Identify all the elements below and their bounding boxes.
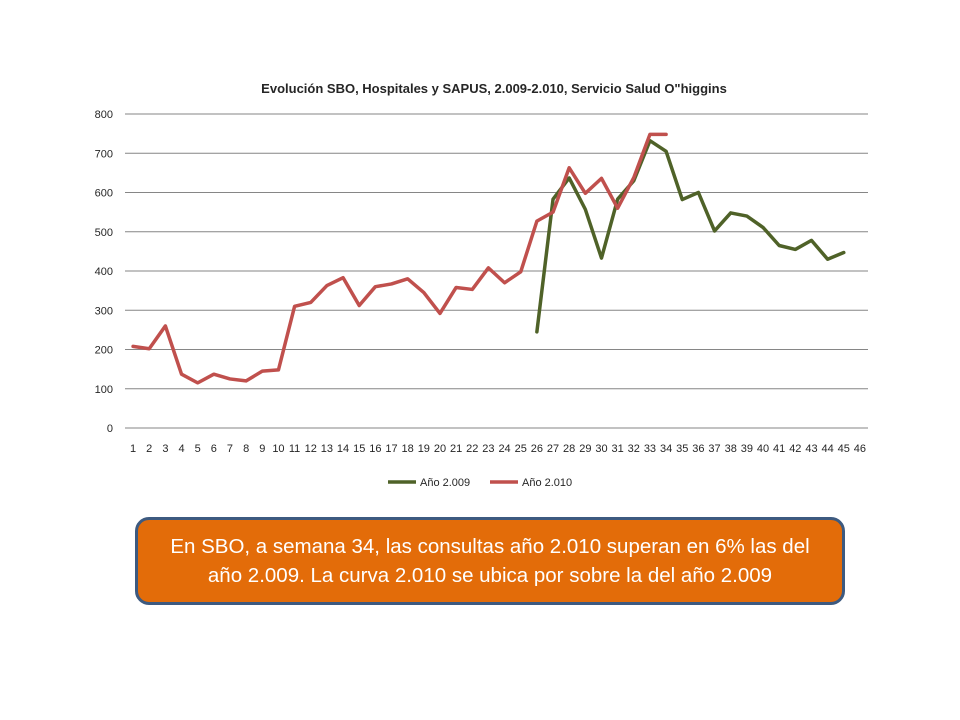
x-tick-label: 1 bbox=[130, 443, 136, 455]
x-tick-label: 42 bbox=[789, 443, 801, 455]
x-tick-label: 43 bbox=[805, 443, 817, 455]
x-tick-label: 8 bbox=[243, 443, 249, 455]
gridlines bbox=[125, 113, 868, 429]
x-tick-label: 17 bbox=[385, 443, 397, 455]
x-tick-label: 22 bbox=[466, 443, 478, 455]
legend-label: Año 2.010 bbox=[522, 477, 572, 489]
line-chart: Evolución SBO, Hospitales y SAPUS, 2.009… bbox=[95, 81, 868, 489]
x-tick-label: 24 bbox=[498, 443, 510, 455]
y-tick-label: 400 bbox=[95, 266, 113, 278]
y-tick-label: 200 bbox=[95, 345, 113, 357]
x-tick-label: 35 bbox=[676, 443, 688, 455]
chart-svg: Evolución SBO, Hospitales y SAPUS, 2.009… bbox=[95, 81, 868, 489]
y-tick-label: 300 bbox=[95, 305, 113, 317]
x-tick-label: 20 bbox=[434, 443, 446, 455]
x-tick-label: 12 bbox=[305, 443, 317, 455]
y-axis-tick-labels: 0 100 200 300 400 500 600 700 800 bbox=[95, 109, 113, 435]
x-tick-label: 23 bbox=[482, 443, 494, 455]
x-tick-label: 15 bbox=[353, 443, 365, 455]
y-tick-label: 800 bbox=[95, 109, 113, 121]
x-tick-label: 41 bbox=[773, 443, 785, 455]
x-tick-label: 13 bbox=[321, 443, 333, 455]
x-tick-label: 19 bbox=[418, 443, 430, 455]
y-tick-label: 600 bbox=[95, 188, 113, 200]
x-tick-label: 2 bbox=[146, 443, 152, 455]
x-tick-label: 25 bbox=[515, 443, 527, 455]
note-callout: En SBO, a semana 34, las consultas año 2… bbox=[135, 517, 845, 605]
x-tick-label: 44 bbox=[821, 443, 833, 455]
x-tick-label: 16 bbox=[369, 443, 381, 455]
x-tick-label: 4 bbox=[178, 443, 184, 455]
note-text: En SBO, a semana 34, las consultas año 2… bbox=[170, 532, 809, 590]
x-tick-label: 7 bbox=[227, 443, 233, 455]
y-tick-label: 700 bbox=[95, 148, 113, 160]
x-tick-label: 39 bbox=[741, 443, 753, 455]
x-tick-label: 45 bbox=[838, 443, 850, 455]
note-line-1: En SBO, a semana 34, las consultas año 2… bbox=[170, 535, 810, 558]
x-axis-tick-labels: 1 2 3 4 5 6 7 8 9 10 11 12 13 14 15 16 17 18 19 20 21 22 23 24 2… bbox=[130, 443, 866, 455]
x-tick-label: 32 bbox=[628, 443, 640, 455]
x-tick-label: 14 bbox=[337, 443, 349, 455]
x-tick-label: 27 bbox=[547, 443, 559, 455]
x-tick-label: 21 bbox=[450, 443, 462, 455]
x-tick-label: 30 bbox=[595, 443, 607, 455]
x-tick-label: 9 bbox=[259, 443, 265, 455]
x-tick-label: 11 bbox=[289, 443, 300, 455]
x-tick-label: 33 bbox=[644, 443, 656, 455]
series-line-1 bbox=[535, 138, 846, 334]
legend: Año 2.009 Año 2.010 bbox=[388, 477, 572, 489]
y-tick-label: 100 bbox=[95, 384, 113, 396]
x-tick-label: 37 bbox=[708, 443, 720, 455]
series-line-2 bbox=[131, 132, 668, 385]
x-tick-label: 26 bbox=[531, 443, 543, 455]
y-tick-label: 500 bbox=[95, 227, 113, 239]
x-tick-label: 3 bbox=[162, 443, 168, 455]
x-tick-label: 40 bbox=[757, 443, 769, 455]
x-tick-label: 6 bbox=[211, 443, 217, 455]
y-tick-label: 0 bbox=[107, 423, 113, 435]
x-tick-label: 46 bbox=[854, 443, 866, 455]
x-tick-label: 36 bbox=[692, 443, 704, 455]
note-line-2: año 2.009. La curva 2.010 se ubica por s… bbox=[207, 564, 773, 587]
x-tick-label: 28 bbox=[563, 443, 575, 455]
x-tick-label: 29 bbox=[579, 443, 591, 455]
legend-label: Año 2.009 bbox=[420, 477, 470, 489]
x-tick-label: 10 bbox=[272, 443, 284, 455]
chart-title: Evolución SBO, Hospitales y SAPUS, 2.009… bbox=[261, 81, 727, 96]
series-lines bbox=[131, 132, 846, 385]
x-tick-label: 38 bbox=[725, 443, 737, 455]
x-tick-label: 31 bbox=[612, 443, 624, 455]
x-tick-label: 34 bbox=[660, 443, 672, 455]
x-tick-label: 18 bbox=[402, 443, 414, 455]
x-tick-label: 5 bbox=[195, 443, 201, 455]
